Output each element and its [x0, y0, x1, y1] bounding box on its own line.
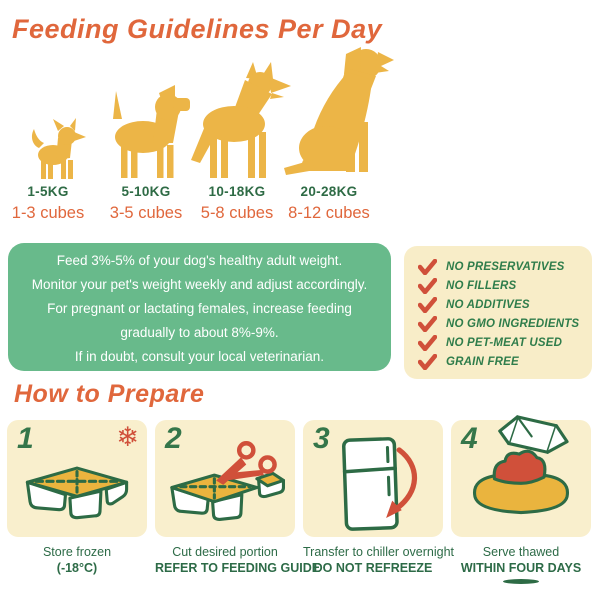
- advice-line: Feed 3%-5% of your dog's healthy adult w…: [56, 253, 343, 268]
- checkmark-icon: [418, 353, 437, 370]
- step-caption-line1: Serve thawed: [482, 545, 560, 559]
- step-3: 3 Transfer to chiller overnight: [303, 420, 454, 584]
- claim-row: NO ADDITIVES: [418, 295, 584, 314]
- curved-arrow-icon: [386, 447, 418, 519]
- step-2-panel: 2: [155, 420, 295, 537]
- claim-row: NO PET-MEAT USED: [418, 333, 584, 352]
- claims-panel: NO PRESERVATIVES NO FILLERS NO ADDITIVES…: [404, 246, 592, 379]
- checkmark-icon: [418, 315, 437, 332]
- advice-line: For pregnant or lactating females, incre…: [47, 301, 352, 316]
- checkmark-icon: [418, 334, 437, 351]
- scissors-tray-icon: [170, 441, 286, 521]
- cubes-label: 1-3 cubes: [11, 204, 85, 222]
- cubes-label: 5-8 cubes: [200, 204, 274, 222]
- step-caption-line2: REFER TO FEEDING GUIDE: [155, 561, 321, 575]
- pour-box-icon: [498, 415, 569, 454]
- step-4: 4 Serve thawed WIT: [451, 415, 591, 584]
- size-column-2: 5-10KG 3-5 cubes: [91, 184, 201, 223]
- step-1-caption: Store frozen (-18°C): [7, 545, 147, 575]
- step-4-caption: Serve thawed WITHIN FOUR DAYS: [451, 545, 591, 584]
- step-1-panel: 1 ❄: [7, 420, 147, 537]
- dog-chihuahua-icon: [28, 118, 88, 180]
- dog-retriever-icon: [281, 42, 395, 182]
- dog-terrier-icon: [100, 85, 192, 180]
- snowflake-icon: ❄: [116, 422, 139, 452]
- claim-row: NO PRESERVATIVES: [418, 257, 584, 276]
- step-number: 2: [165, 422, 182, 455]
- step-3-caption: Transfer to chiller overnight DO NOT REF…: [303, 545, 454, 575]
- step-caption-line1: Store frozen: [42, 545, 112, 559]
- claim-label: NO GMO INGREDIENTS: [446, 317, 580, 330]
- step-2-caption: Cut desired portion REFER TO FEEDING GUI…: [155, 545, 321, 575]
- size-column-1: 1-5KG 1-3 cubes: [0, 184, 103, 223]
- dog-shepherd-icon: [190, 62, 294, 180]
- checkmark-icon: [418, 296, 437, 313]
- step-number: 3: [313, 422, 330, 455]
- step-4-panel: 4: [451, 415, 591, 537]
- weight-label: 1-5KG: [27, 184, 69, 199]
- checkmark-icon: [418, 258, 437, 275]
- step-caption-line1: Cut desired portion: [172, 545, 278, 559]
- cubes-label: 8-12 cubes: [288, 204, 370, 222]
- advice-line: gradually to about 8%-9%.: [120, 325, 279, 340]
- prepare-heading: How to Prepare: [14, 380, 205, 408]
- weight-label: 5-10KG: [121, 184, 171, 199]
- prepare-steps-row: 1 ❄ Store frozen (-18°C): [7, 415, 591, 584]
- cubes-label: 3-5 cubes: [109, 204, 183, 222]
- step-number: 4: [461, 422, 478, 455]
- serve-bowl-icon: [472, 415, 570, 515]
- underline-swoosh: [503, 579, 539, 584]
- size-column-3: 10-18KG 5-8 cubes: [182, 184, 292, 223]
- step-caption-line2: DO NOT REFREEZE: [313, 561, 433, 575]
- claim-row: NO GMO INGREDIENTS: [418, 314, 584, 333]
- size-column-4: 20-28KG 8-12 cubes: [274, 184, 384, 223]
- claim-label: NO PET-MEAT USED: [446, 336, 563, 349]
- feeding-advice-panel: Feed 3%-5% of your dog's healthy adult w…: [8, 243, 391, 371]
- step-caption-line2: (-18°C): [56, 561, 98, 575]
- step-caption-line2: WITHIN FOUR DAYS: [460, 561, 582, 575]
- weight-label: 20-28KG: [300, 184, 358, 199]
- step-number: 1: [17, 422, 34, 455]
- claim-label: NO ADDITIVES: [446, 298, 530, 311]
- checkmark-icon: [418, 277, 437, 294]
- claim-label: NO FILLERS: [446, 279, 517, 292]
- claim-row: GRAIN FREE: [418, 352, 584, 371]
- step-1: 1 ❄ Store frozen (-18°C): [7, 420, 147, 584]
- step-caption-line1: Transfer to chiller overnight: [303, 545, 454, 559]
- advice-line: If in doubt, consult your local veterina…: [74, 349, 325, 364]
- claim-row: NO FILLERS: [418, 276, 584, 295]
- claim-label: GRAIN FREE: [446, 355, 519, 368]
- frozen-tray-icon: [25, 466, 129, 520]
- page-title: Feeding Guidelines Per Day: [12, 14, 383, 44]
- weight-label: 10-18KG: [208, 184, 266, 199]
- scissors-icon: [216, 441, 277, 485]
- fridge-icon: [341, 437, 418, 531]
- claim-label: NO PRESERVATIVES: [446, 260, 565, 273]
- step-3-panel: 3: [303, 420, 443, 537]
- step-2: 2: [155, 420, 321, 584]
- advice-line: Monitor your pet's weight weekly and adj…: [31, 277, 368, 292]
